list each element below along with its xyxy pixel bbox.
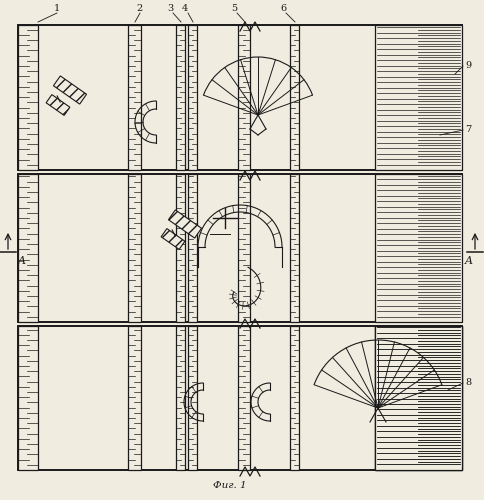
Bar [128, 174, 141, 322]
Bar [188, 25, 197, 170]
Bar [289, 326, 298, 470]
Text: Фиг. 1: Фиг. 1 [213, 481, 246, 490]
Polygon shape [53, 76, 86, 104]
Text: 9: 9 [464, 61, 470, 70]
Text: A: A [464, 256, 472, 266]
Bar [289, 174, 298, 322]
Text: 3: 3 [166, 4, 173, 13]
Polygon shape [161, 228, 184, 250]
Bar [188, 174, 197, 322]
Bar [374, 326, 461, 470]
Bar [176, 174, 184, 322]
Polygon shape [168, 210, 201, 238]
Bar [188, 326, 197, 470]
Bar [18, 25, 38, 170]
Text: 5: 5 [230, 4, 237, 13]
Bar [374, 326, 461, 470]
Bar [18, 25, 461, 170]
Text: 1: 1 [54, 4, 60, 13]
Text: 7: 7 [464, 125, 470, 134]
Text: 2: 2 [136, 4, 143, 13]
Bar [128, 25, 141, 170]
Bar [18, 326, 461, 470]
Bar [18, 174, 461, 322]
Text: 8: 8 [464, 378, 470, 387]
Text: A: A [18, 256, 26, 266]
Bar [128, 326, 141, 470]
Text: 6: 6 [279, 4, 286, 13]
Text: 4: 4 [182, 4, 188, 13]
Bar [289, 25, 298, 170]
Bar [18, 174, 38, 322]
Bar [238, 25, 249, 170]
Bar [374, 174, 461, 322]
Polygon shape [46, 94, 70, 116]
Bar [374, 25, 461, 170]
Bar [238, 174, 249, 322]
Bar [238, 326, 249, 470]
Bar [374, 326, 461, 470]
Bar [176, 326, 184, 470]
Bar [176, 25, 184, 170]
Bar [18, 326, 38, 470]
